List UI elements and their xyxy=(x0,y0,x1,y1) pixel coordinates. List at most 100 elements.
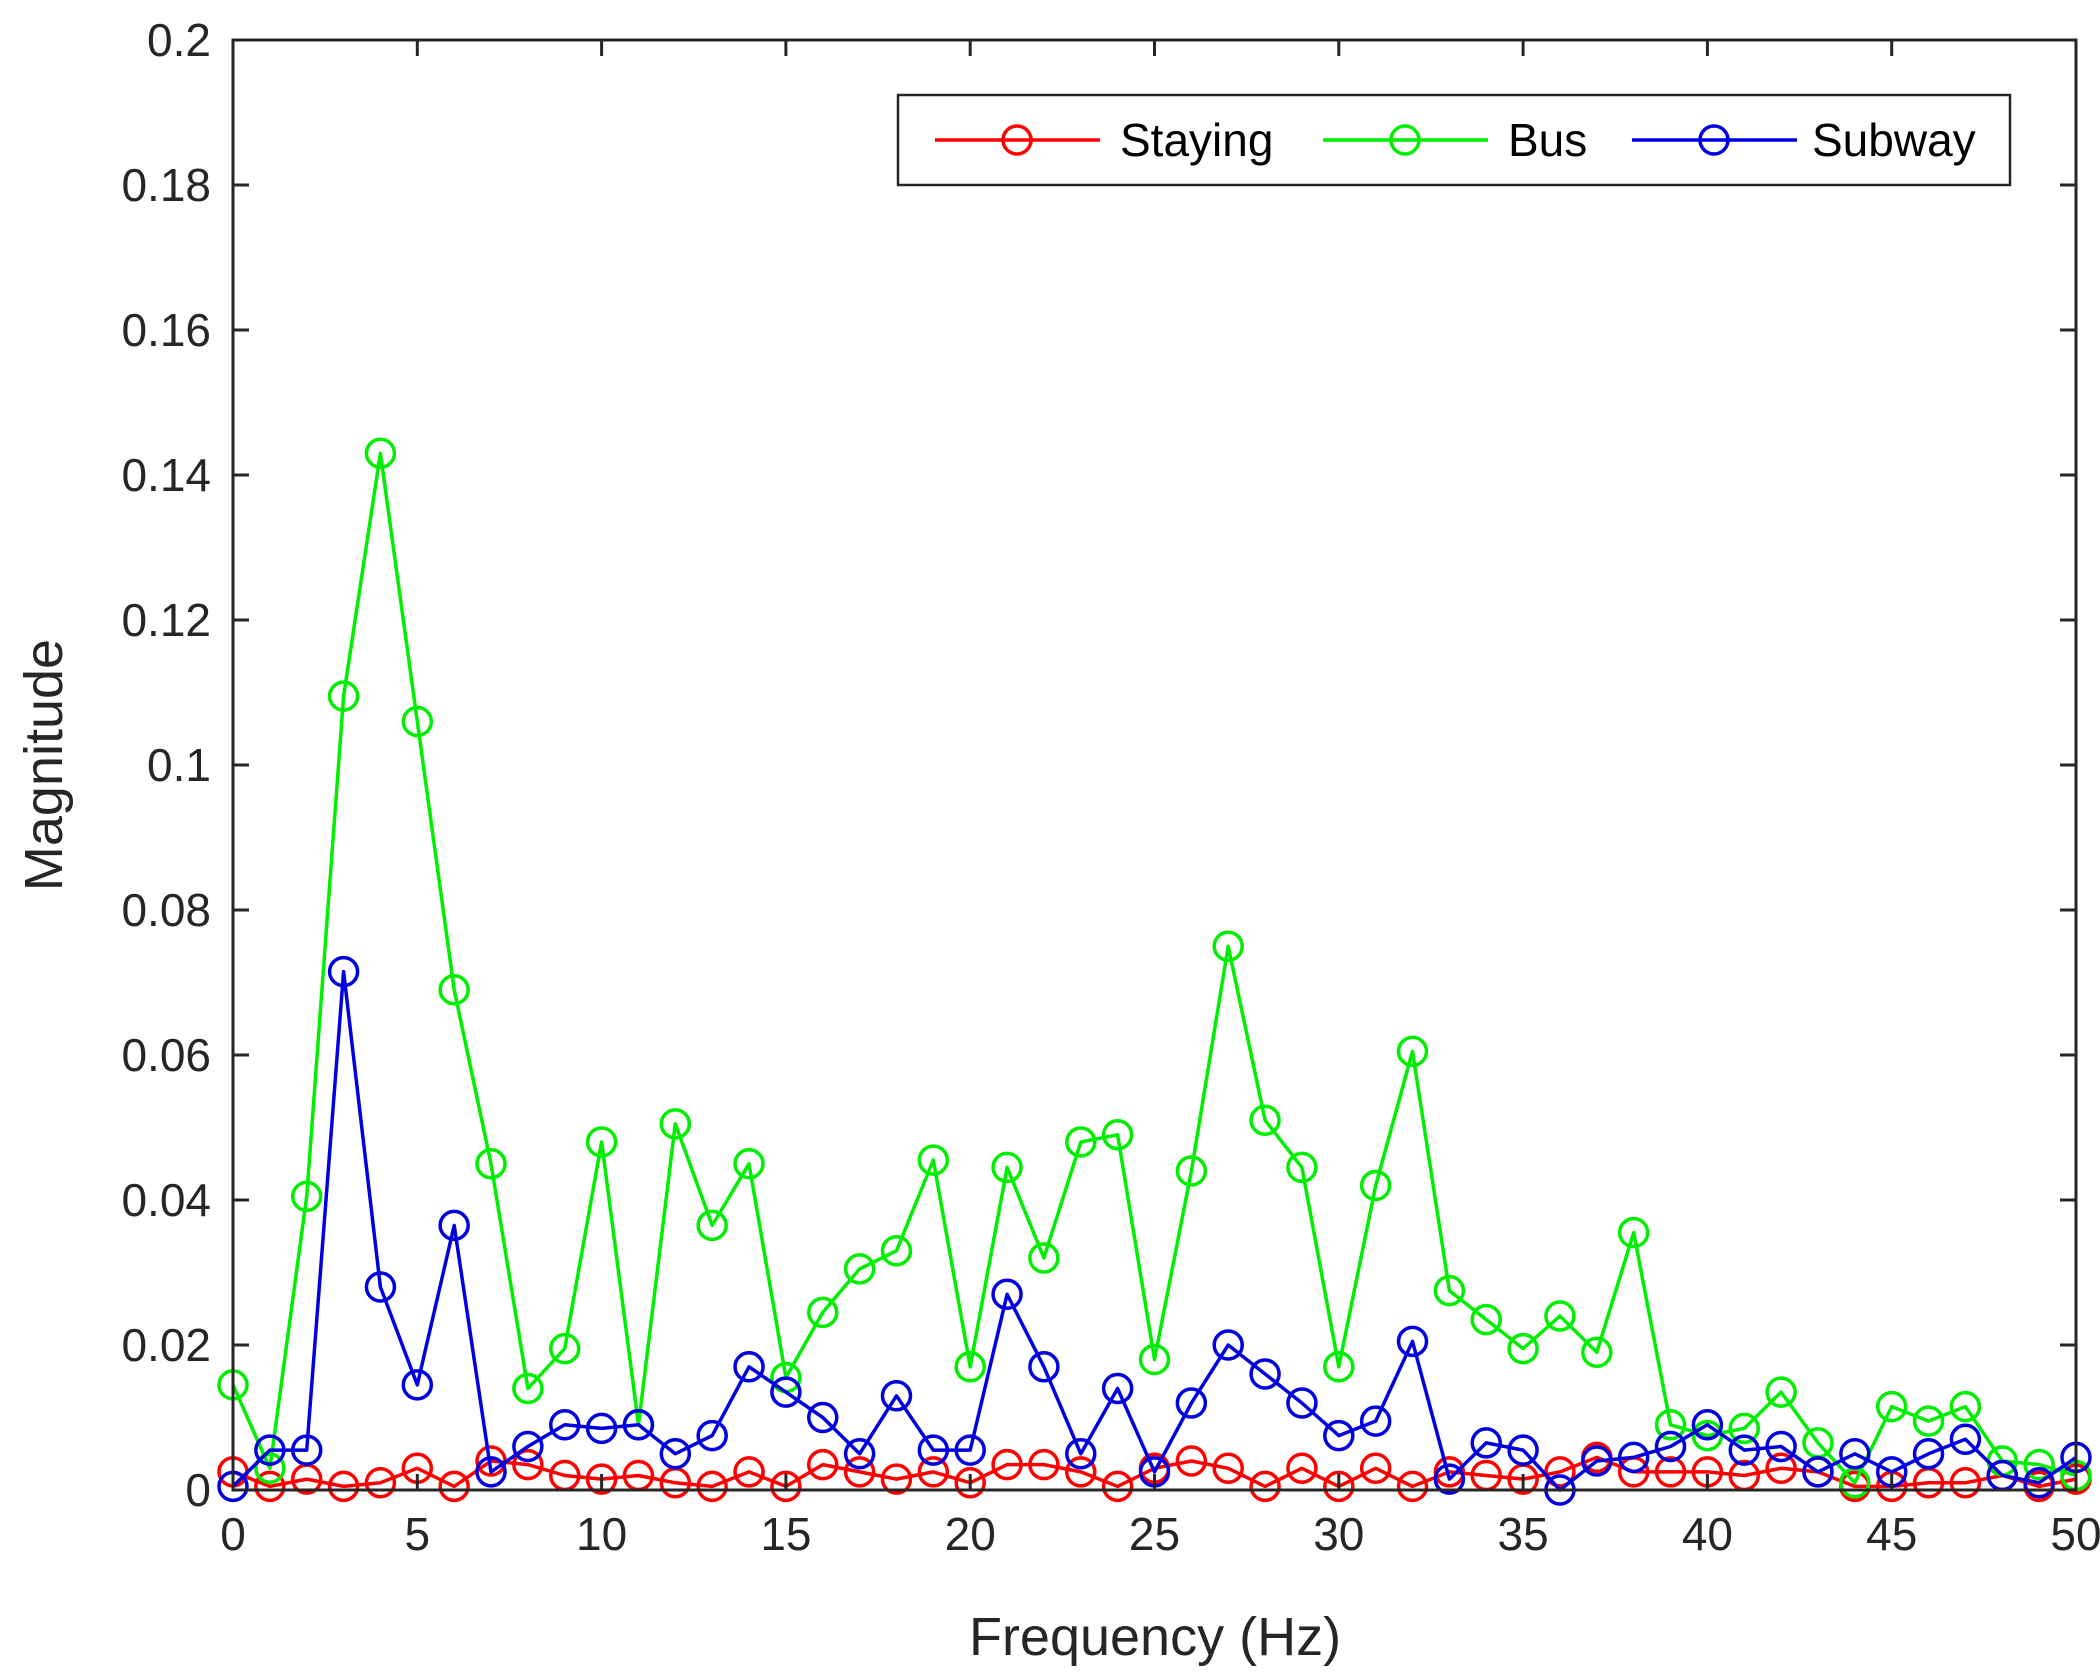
x-tick-label: 40 xyxy=(1682,1508,1733,1560)
data-point-bus xyxy=(438,974,470,1006)
data-point-subway xyxy=(290,1434,323,1466)
data-point-bus xyxy=(1286,1151,1318,1184)
data-point-subway xyxy=(1581,1445,1613,1477)
data-point-bus xyxy=(843,1253,876,1285)
data-point-bus xyxy=(585,1126,618,1158)
legend-label: Bus xyxy=(1508,114,1587,166)
data-point-subway xyxy=(1175,1387,1208,1419)
data-point-subway xyxy=(438,1209,470,1242)
axes-box xyxy=(231,38,2078,1492)
legend-marker xyxy=(1001,124,1033,156)
data-point-bus xyxy=(1507,1332,1539,1365)
data-point-subway xyxy=(1507,1434,1539,1466)
data-point-staying xyxy=(954,1467,986,1499)
data-point-bus xyxy=(659,1108,692,1140)
y-tick-label: 0.02 xyxy=(121,1319,211,1371)
data-point-bus xyxy=(1912,1405,1945,1437)
data-point-bus xyxy=(1359,1169,1392,1202)
data-point-staying xyxy=(512,1448,544,1481)
data-point-subway xyxy=(1359,1405,1392,1437)
data-point-subway xyxy=(1949,1423,1982,1455)
y-tick-label: 0.1 xyxy=(147,739,211,791)
data-point-subway xyxy=(807,1401,839,1434)
data-point-staying xyxy=(1396,1470,1429,1503)
legend-marker xyxy=(1389,124,1421,156)
data-point-subway xyxy=(1065,1438,1097,1470)
data-point-staying xyxy=(1028,1448,1060,1481)
x-tick-label: 0 xyxy=(220,1508,246,1560)
x-tick-label: 35 xyxy=(1498,1508,1549,1560)
data-point-bus xyxy=(1728,1412,1761,1445)
y-tick-label: 0.2 xyxy=(147,14,211,66)
x-tick-label: 50 xyxy=(2050,1508,2100,1560)
data-point-bus xyxy=(1654,1409,1687,1441)
x-axis-label: Frequency (Hz) xyxy=(969,1607,1341,1667)
data-point-bus xyxy=(1249,1104,1281,1136)
data-point-staying xyxy=(991,1448,1023,1481)
y-tick-label: 0.14 xyxy=(121,449,211,501)
data-point-bus xyxy=(880,1235,913,1267)
data-point-subway xyxy=(1617,1441,1650,1474)
data-point-staying xyxy=(254,1470,286,1503)
data-point-bus xyxy=(917,1144,950,1176)
data-point-staying xyxy=(1323,1470,1355,1503)
data-point-staying xyxy=(843,1456,876,1488)
data-point-subway xyxy=(1101,1372,1134,1405)
data-point-subway xyxy=(475,1456,507,1488)
y-tick-label: 0 xyxy=(185,1464,211,1516)
data-point-bus xyxy=(1544,1300,1576,1332)
x-tick-label: 25 xyxy=(1129,1508,1180,1560)
y-tick-label: 0.12 xyxy=(121,594,211,646)
x-tick-label: 30 xyxy=(1313,1508,1364,1560)
data-point-staying xyxy=(1949,1467,1982,1499)
data-point-staying xyxy=(1654,1456,1687,1488)
y-tick-label: 0.16 xyxy=(121,304,211,356)
data-point-bus xyxy=(991,1151,1023,1184)
data-point-subway xyxy=(1470,1427,1502,1459)
data-point-bus xyxy=(364,437,397,469)
data-point-bus xyxy=(1581,1336,1613,1368)
data-point-bus xyxy=(1323,1351,1355,1383)
data-point-subway xyxy=(917,1434,950,1466)
data-point-bus xyxy=(1028,1242,1060,1274)
y-tick-label: 0.18 xyxy=(121,159,211,211)
data-point-bus xyxy=(954,1351,986,1383)
data-point-bus xyxy=(254,1452,286,1484)
data-point-bus xyxy=(1433,1274,1466,1307)
data-point-bus xyxy=(1101,1119,1134,1151)
data-point-subway xyxy=(585,1412,618,1445)
data-point-staying xyxy=(880,1463,913,1495)
y-tick-label: 0.04 xyxy=(121,1174,211,1226)
data-point-staying xyxy=(807,1448,839,1481)
data-point-subway xyxy=(1912,1438,1945,1470)
data-point-subway xyxy=(1286,1387,1318,1419)
series-subway xyxy=(217,955,2092,1506)
data-point-bus xyxy=(512,1372,544,1405)
data-point-staying xyxy=(1765,1452,1797,1484)
data-point-subway xyxy=(364,1271,397,1303)
data-point-staying xyxy=(917,1456,950,1488)
data-point-bus xyxy=(475,1148,507,1180)
data-point-bus xyxy=(548,1332,581,1365)
data-point-subway xyxy=(512,1430,544,1463)
data-point-bus xyxy=(1875,1390,1908,1423)
data-point-bus xyxy=(1065,1126,1097,1158)
x-tick-label: 15 xyxy=(760,1508,811,1560)
legend-entry-bus: Bus xyxy=(1323,114,1587,166)
data-point-bus xyxy=(807,1296,839,1329)
data-point-bus xyxy=(2023,1448,2055,1481)
data-point-subway xyxy=(733,1351,765,1383)
data-point-subway xyxy=(1691,1409,1724,1441)
data-point-bus xyxy=(1765,1376,1797,1408)
data-point-subway xyxy=(1028,1351,1060,1383)
plot-area xyxy=(233,40,2076,1490)
data-point-staying xyxy=(438,1470,470,1503)
data-point-staying xyxy=(1249,1470,1281,1503)
data-point-subway xyxy=(1212,1329,1244,1361)
data-point-staying xyxy=(585,1463,618,1495)
data-point-staying xyxy=(1101,1470,1134,1503)
data-point-staying xyxy=(1065,1456,1097,1488)
data-point-subway xyxy=(254,1434,286,1466)
data-point-bus xyxy=(1396,1035,1429,1068)
